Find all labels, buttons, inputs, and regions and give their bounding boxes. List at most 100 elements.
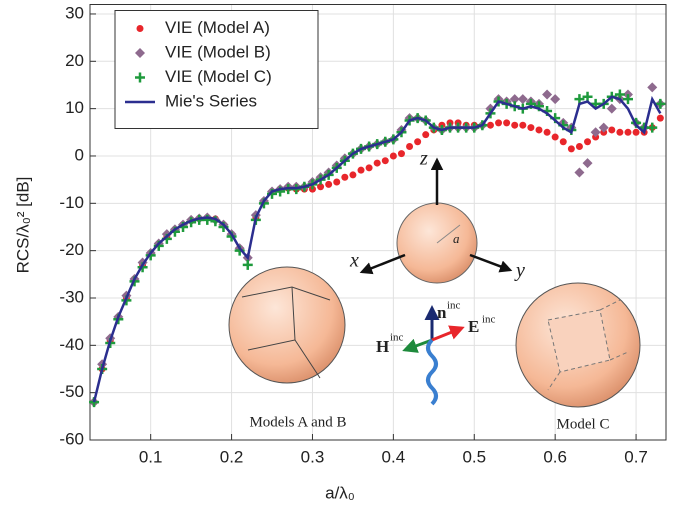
x-tick-label: 0.6	[543, 447, 567, 466]
point	[373, 159, 381, 167]
y-tick-label: -10	[59, 193, 84, 212]
point	[606, 103, 617, 114]
legend-label: VIE (Model A)	[165, 18, 270, 37]
y-tick-label: -40	[59, 335, 84, 354]
point	[317, 183, 325, 191]
point	[341, 173, 349, 181]
label: Model C	[557, 416, 610, 432]
point	[574, 94, 585, 105]
legend-swatch	[135, 72, 145, 83]
y-tick-label: 20	[65, 51, 84, 70]
x-arrow	[359, 253, 406, 275]
label: inc	[390, 332, 404, 344]
point	[349, 171, 357, 179]
label: z	[419, 148, 428, 170]
label: a	[453, 231, 460, 246]
point	[422, 131, 430, 139]
legend: VIE (Model A) VIE (Model B) VIE (Model C) M…	[114, 10, 319, 129]
point	[414, 138, 422, 146]
label: Models A and B	[249, 414, 346, 430]
point	[397, 150, 405, 158]
point	[575, 143, 583, 151]
point	[598, 122, 609, 133]
point	[567, 145, 575, 153]
y-tick-label: -30	[59, 287, 84, 306]
x-axis-label: a/λ₀	[325, 483, 355, 502]
label: E	[468, 317, 479, 336]
point	[543, 128, 551, 136]
point	[574, 167, 585, 178]
point	[325, 180, 333, 188]
point	[381, 157, 389, 165]
point	[622, 94, 633, 105]
wave	[426, 338, 438, 406]
x-tick-label: 0.4	[382, 447, 406, 466]
point	[656, 114, 664, 122]
point	[519, 121, 527, 129]
point	[614, 89, 625, 100]
plot-area	[89, 4, 667, 441]
legend-box	[114, 10, 319, 129]
y-tick-label: -60	[59, 429, 84, 448]
point	[655, 98, 666, 109]
y-tick-label: 30	[65, 3, 84, 22]
point	[559, 138, 567, 146]
point	[495, 119, 503, 127]
label: n	[437, 303, 447, 322]
point	[550, 94, 561, 105]
point	[616, 128, 624, 136]
inset-illustration: Models A and B Model C x y z a n inc H i…	[228, 148, 641, 432]
legend-swatch	[136, 25, 144, 32]
radius	[436, 224, 461, 244]
point	[624, 128, 632, 136]
sphere-a-b	[228, 266, 346, 384]
point	[647, 82, 658, 93]
y-tick-label: 10	[65, 98, 84, 117]
point	[542, 89, 553, 100]
label: y	[514, 260, 525, 282]
point	[584, 138, 592, 146]
legend-label: VIE (Model C)	[165, 67, 272, 86]
point	[632, 128, 640, 136]
point	[389, 152, 397, 160]
facets	[241, 286, 331, 379]
label: inc	[447, 300, 461, 312]
point	[590, 127, 601, 138]
e-arrow	[431, 325, 465, 342]
y-tick-label: -20	[59, 240, 84, 259]
point	[509, 94, 520, 105]
y-arrow	[469, 253, 513, 273]
point	[582, 91, 593, 102]
plot-frame	[89, 4, 667, 441]
y-tick-label: 0	[75, 145, 84, 164]
point	[527, 124, 535, 132]
point	[486, 121, 494, 129]
point	[406, 143, 414, 151]
label: inc	[482, 314, 496, 326]
legend-label: VIE (Model B)	[165, 42, 271, 61]
label: x	[349, 250, 359, 272]
x-tick-label: 0.1	[139, 447, 163, 466]
x-tick-label: 0.3	[301, 447, 325, 466]
point	[357, 166, 365, 174]
series-line	[92, 95, 662, 403]
point	[647, 122, 658, 133]
point	[608, 126, 616, 134]
x-tick-label: 0.5	[462, 447, 486, 466]
legend-label: Mie's Series	[165, 91, 257, 110]
point	[242, 259, 253, 270]
label: H	[376, 337, 389, 356]
cube	[547, 299, 629, 391]
x-tick-label: 0.2	[220, 447, 244, 466]
y-tick-label: -50	[59, 382, 84, 401]
point	[511, 121, 519, 129]
y-axis-label: RCS/λ₀² [dB]	[13, 177, 32, 274]
point	[333, 178, 341, 186]
point	[551, 133, 559, 141]
h-arrow	[402, 338, 433, 353]
point	[517, 94, 528, 105]
point	[582, 158, 593, 169]
point	[503, 119, 511, 127]
point	[365, 164, 373, 172]
